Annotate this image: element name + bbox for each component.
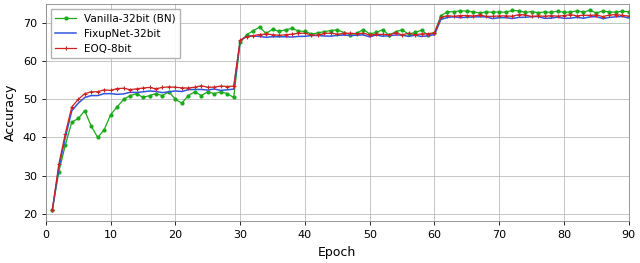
FixupNet-32bit: [599, 17, 607, 20]
FixupNet-32bit: [223, 88, 231, 91]
Vanilla-32bit (BN): [223, 92, 231, 95]
Vanilla-32bit (BN): [49, 208, 56, 211]
Line: FixupNet-32bit: FixupNet-32bit: [52, 16, 628, 210]
FixupNet-32bit: [450, 15, 458, 18]
FixupNet-32bit: [126, 91, 134, 94]
EOQ-8bit: [223, 85, 231, 88]
Line: EOQ-8bit: EOQ-8bit: [51, 12, 631, 212]
EOQ-8bit: [126, 88, 134, 91]
Vanilla-32bit (BN): [605, 11, 613, 14]
Vanilla-32bit (BN): [625, 10, 632, 13]
EOQ-8bit: [625, 14, 632, 18]
EOQ-8bit: [450, 15, 458, 18]
EOQ-8bit: [599, 15, 607, 18]
X-axis label: Epoch: Epoch: [318, 246, 356, 259]
FixupNet-32bit: [528, 15, 536, 18]
Y-axis label: Accuracy: Accuracy: [4, 84, 17, 141]
FixupNet-32bit: [541, 17, 548, 20]
FixupNet-32bit: [49, 208, 56, 211]
Vanilla-32bit (BN): [450, 10, 458, 13]
FixupNet-32bit: [625, 16, 632, 19]
Vanilla-32bit (BN): [126, 94, 134, 97]
FixupNet-32bit: [618, 15, 626, 18]
Legend: Vanilla-32bit (BN), FixupNet-32bit, EOQ-8bit: Vanilla-32bit (BN), FixupNet-32bit, EOQ-…: [51, 9, 180, 58]
EOQ-8bit: [612, 13, 620, 16]
Line: Vanilla-32bit (BN): Vanilla-32bit (BN): [51, 9, 630, 211]
EOQ-8bit: [541, 15, 548, 18]
Vanilla-32bit (BN): [541, 10, 548, 13]
EOQ-8bit: [49, 208, 56, 211]
Vanilla-32bit (BN): [528, 10, 536, 13]
EOQ-8bit: [528, 15, 536, 18]
Vanilla-32bit (BN): [586, 9, 594, 12]
